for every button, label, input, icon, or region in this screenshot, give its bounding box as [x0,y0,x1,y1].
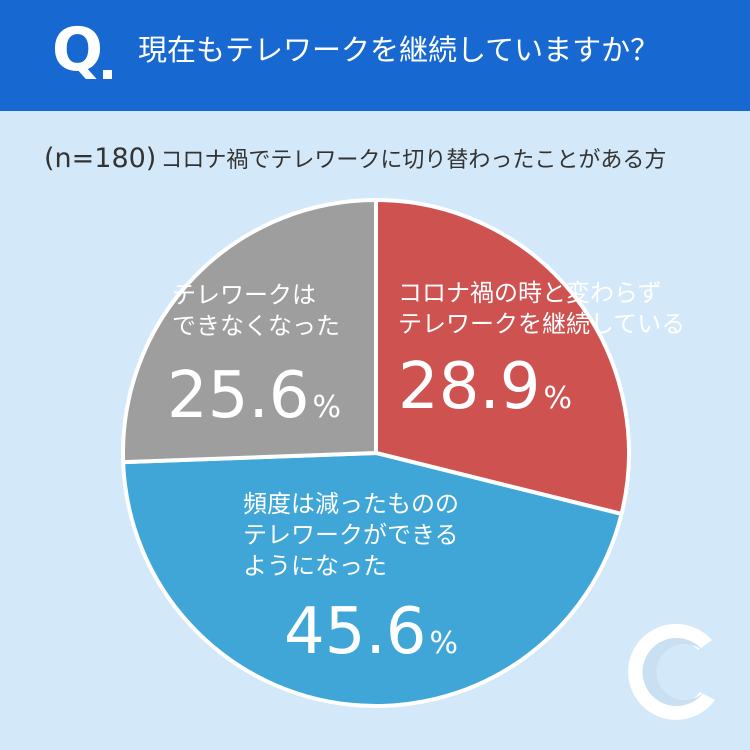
slice-value-number: 25.6 [167,359,310,433]
slice-value-reduced: 45.6% [284,600,458,664]
slice-value-unit: % [543,381,573,416]
sample-criteria: コロナ禍でテレワークに切り替わったことがある方 [160,148,667,173]
slice-label-continuing: コロナ禍の時と変わらず テレワークを継続している [398,279,686,339]
c-crescent-logo-icon [628,623,715,720]
slice-value-unit: % [312,390,342,425]
sample-size: (n=180) [44,143,157,174]
slice-value-stopped: 25.6% [167,364,341,428]
question-title: 現在もテレワークを継続していますか？ [138,33,660,67]
q-dot [103,70,112,79]
pie-slice-reduced [121,451,624,708]
slice-label-stopped: テレワークは できなくなった [172,281,340,341]
q-mark: Q [52,15,104,85]
question-header: Q 現在もテレワークを継続していますか？ [0,0,750,111]
slice-value-number: 45.6 [284,595,427,669]
sample-description: (n=180) コロナ禍でテレワークに切り替わったことがある方 [44,143,666,175]
slice-value-unit: % [429,626,459,661]
slice-label-reduced: 頻度は減ったものの テレワークができる ようになった [243,490,459,581]
slice-value-continuing: 28.9% [398,355,572,419]
slice-value-number: 28.9 [398,350,541,424]
pie-slice-continuing [374,198,631,516]
pie-slice-stopped [121,198,378,465]
